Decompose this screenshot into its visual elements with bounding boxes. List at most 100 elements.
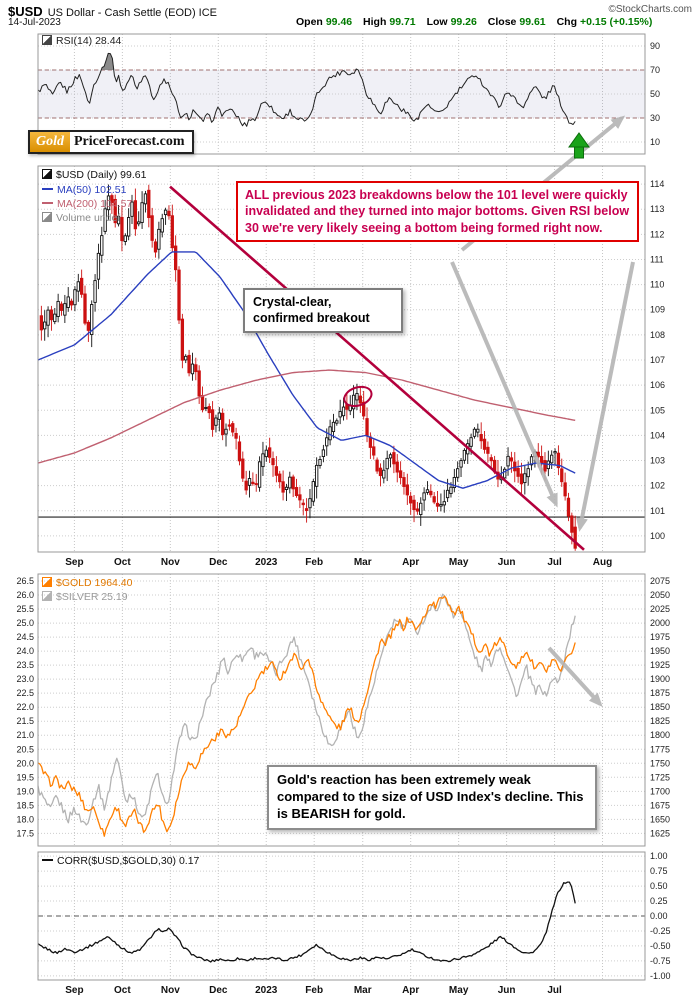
svg-text:21.0: 21.0 — [16, 730, 34, 740]
svg-text:20.5: 20.5 — [16, 744, 34, 754]
logo-gold-text: Gold — [30, 132, 70, 152]
svg-text:1850: 1850 — [650, 702, 670, 712]
chg-value: +0.15 (+0.15%) — [580, 16, 653, 28]
ma50-legend-label: MA(50) 102.51 — [57, 184, 127, 196]
svg-text:18.0: 18.0 — [16, 814, 34, 824]
svg-text:Nov: Nov — [161, 985, 180, 996]
svg-text:May: May — [449, 985, 469, 996]
svg-text:2023: 2023 — [255, 557, 278, 568]
low-label: Low — [426, 16, 448, 28]
svg-text:1725: 1725 — [650, 772, 670, 782]
silver-line-icon — [42, 591, 52, 601]
svg-text:Aug: Aug — [593, 557, 612, 568]
logo-priceforecast-text: PriceForecast.com — [74, 134, 185, 149]
svg-text:-0.50: -0.50 — [650, 941, 671, 951]
svg-text:Dec: Dec — [209, 557, 228, 568]
svg-text:21.5: 21.5 — [16, 716, 34, 726]
svg-text:104: 104 — [650, 430, 665, 440]
chart-date: 14-Jul-2023 — [8, 17, 61, 28]
svg-text:Mar: Mar — [354, 557, 372, 568]
svg-text:111: 111 — [650, 254, 664, 264]
svg-text:1950: 1950 — [650, 646, 670, 656]
svg-text:2075: 2075 — [650, 576, 670, 586]
chg-label: Chg — [556, 16, 577, 28]
stockcharts-credit: ©StockCharts.com — [608, 4, 692, 15]
svg-text:106: 106 — [650, 380, 665, 390]
silver-legend: $SILVER 25.19 — [42, 591, 128, 603]
open-label: Open — [296, 16, 323, 28]
corr-line-icon — [42, 859, 53, 861]
gold-legend-label: $GOLD 1964.40 — [56, 577, 133, 589]
silver-legend-label: $SILVER 25.19 — [56, 591, 128, 603]
svg-text:112: 112 — [650, 229, 664, 239]
svg-text:102: 102 — [650, 481, 665, 491]
rsi-legend-label: RSI(14) 28.44 — [56, 35, 122, 47]
svg-text:17.5: 17.5 — [16, 828, 34, 838]
svg-text:26.5: 26.5 — [16, 576, 34, 586]
svg-text:22.5: 22.5 — [16, 688, 34, 698]
svg-text:1775: 1775 — [650, 744, 670, 754]
svg-text:25.5: 25.5 — [16, 604, 34, 614]
svg-text:0.75: 0.75 — [650, 866, 668, 876]
open-value: 99.46 — [325, 16, 353, 28]
svg-text:Jul: Jul — [547, 985, 562, 996]
corr-legend: CORR($USD,$GOLD,30) 0.17 — [42, 855, 199, 867]
svg-text:114: 114 — [650, 179, 664, 189]
svg-text:2025: 2025 — [650, 604, 670, 614]
svg-text:Apr: Apr — [402, 557, 419, 568]
rsi-legend: RSI(14) 28.44 — [42, 35, 121, 47]
svg-text:Jun: Jun — [498, 557, 516, 568]
svg-text:Oct: Oct — [114, 985, 131, 996]
svg-text:24.5: 24.5 — [16, 632, 34, 642]
close-label: Close — [487, 16, 517, 28]
gold-line-icon — [42, 577, 52, 587]
svg-text:110: 110 — [650, 280, 664, 290]
svg-text:-0.25: -0.25 — [650, 926, 671, 936]
breakout-callout: Crystal-clear, confirmed breakout — [243, 288, 403, 333]
svg-text:Oct: Oct — [114, 557, 131, 568]
svg-text:Jun: Jun — [498, 985, 516, 996]
symbol: $USD — [8, 4, 43, 19]
ma200-legend-label: MA(200) 104.57 — [57, 198, 133, 210]
symbol-description: US Dollar - Cash Settle (EOD) ICE — [47, 7, 218, 19]
svg-text:1825: 1825 — [650, 716, 670, 726]
svg-text:Nov: Nov — [161, 557, 180, 568]
svg-text:90: 90 — [650, 41, 660, 51]
svg-text:Apr: Apr — [402, 985, 419, 996]
close-value: 99.61 — [519, 16, 546, 28]
svg-text:1900: 1900 — [650, 674, 670, 684]
svg-text:1750: 1750 — [650, 758, 670, 768]
svg-text:23.0: 23.0 — [16, 674, 34, 684]
svg-text:22.0: 22.0 — [16, 702, 34, 712]
svg-text:1925: 1925 — [650, 660, 670, 670]
ma200-line-icon — [42, 202, 53, 204]
svg-text:Sep: Sep — [65, 557, 83, 568]
chart-header: $USD US Dollar - Cash Settle (EOD) ICE — [8, 3, 217, 21]
volume-bars-icon — [42, 212, 52, 222]
svg-text:108: 108 — [650, 330, 665, 340]
svg-text:1650: 1650 — [650, 814, 670, 824]
volume-legend-label: Volume undef — [56, 212, 121, 224]
peak-highlight-ellipse — [343, 385, 373, 408]
svg-text:20.0: 20.0 — [16, 758, 34, 768]
svg-text:23.5: 23.5 — [16, 660, 34, 670]
low-value: 99.26 — [450, 16, 477, 28]
svg-text:Feb: Feb — [305, 985, 323, 996]
svg-text:2023: 2023 — [255, 985, 278, 996]
svg-text:0.00: 0.00 — [650, 911, 668, 921]
green-up-arrow — [568, 132, 590, 159]
high-value: 99.71 — [389, 16, 416, 28]
candlestick-icon — [42, 169, 52, 179]
svg-text:-1.00: -1.00 — [650, 971, 671, 981]
usd-legend: $USD (Daily) 99.61 — [42, 169, 146, 181]
high-label: High — [363, 16, 387, 28]
svg-text:0.25: 0.25 — [650, 896, 668, 906]
svg-text:1975: 1975 — [650, 632, 670, 642]
svg-text:1700: 1700 — [650, 786, 670, 796]
gold-weak-reaction-callout: Gold's reaction has been extremely weak … — [267, 765, 597, 830]
breakdown-invalidated-callout: ALL previous 2023 breakdowns below the 1… — [236, 181, 639, 242]
svg-text:107: 107 — [650, 355, 665, 365]
svg-text:30: 30 — [650, 113, 660, 123]
